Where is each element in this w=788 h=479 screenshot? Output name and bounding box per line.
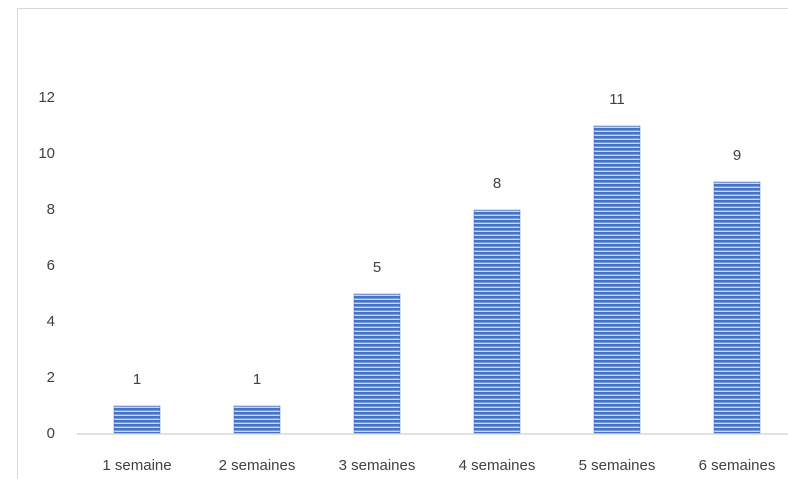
x-tick-label: 6 semaines: [699, 457, 776, 474]
data-label: 1: [253, 371, 261, 388]
x-tick-label: 3 semaines: [339, 457, 416, 474]
bar: [353, 293, 401, 435]
data-label: 8: [493, 175, 501, 192]
data-label: 1: [133, 371, 141, 388]
chart-border: [17, 8, 788, 479]
y-tick-label: 10: [38, 145, 55, 162]
y-tick-label: 0: [47, 425, 55, 442]
data-label: 11: [609, 91, 625, 108]
bar: [593, 125, 641, 435]
y-tick-label: 2: [47, 369, 55, 386]
x-tick-label: 5 semaines: [579, 457, 656, 474]
y-tick-label: 4: [47, 313, 55, 330]
x-tick-label: 1 semaine: [102, 457, 171, 474]
y-tick-label: 8: [47, 201, 55, 218]
y-tick-label: 6: [47, 257, 55, 274]
x-tick-label: 4 semaines: [459, 457, 536, 474]
bar: [713, 181, 761, 435]
y-tick-label: 12: [38, 89, 55, 106]
bar: [233, 405, 281, 435]
data-label: 5: [373, 259, 381, 276]
bar: [473, 209, 521, 435]
data-label: 9: [733, 147, 741, 164]
bar: [113, 405, 161, 435]
x-tick-label: 2 semaines: [219, 457, 296, 474]
